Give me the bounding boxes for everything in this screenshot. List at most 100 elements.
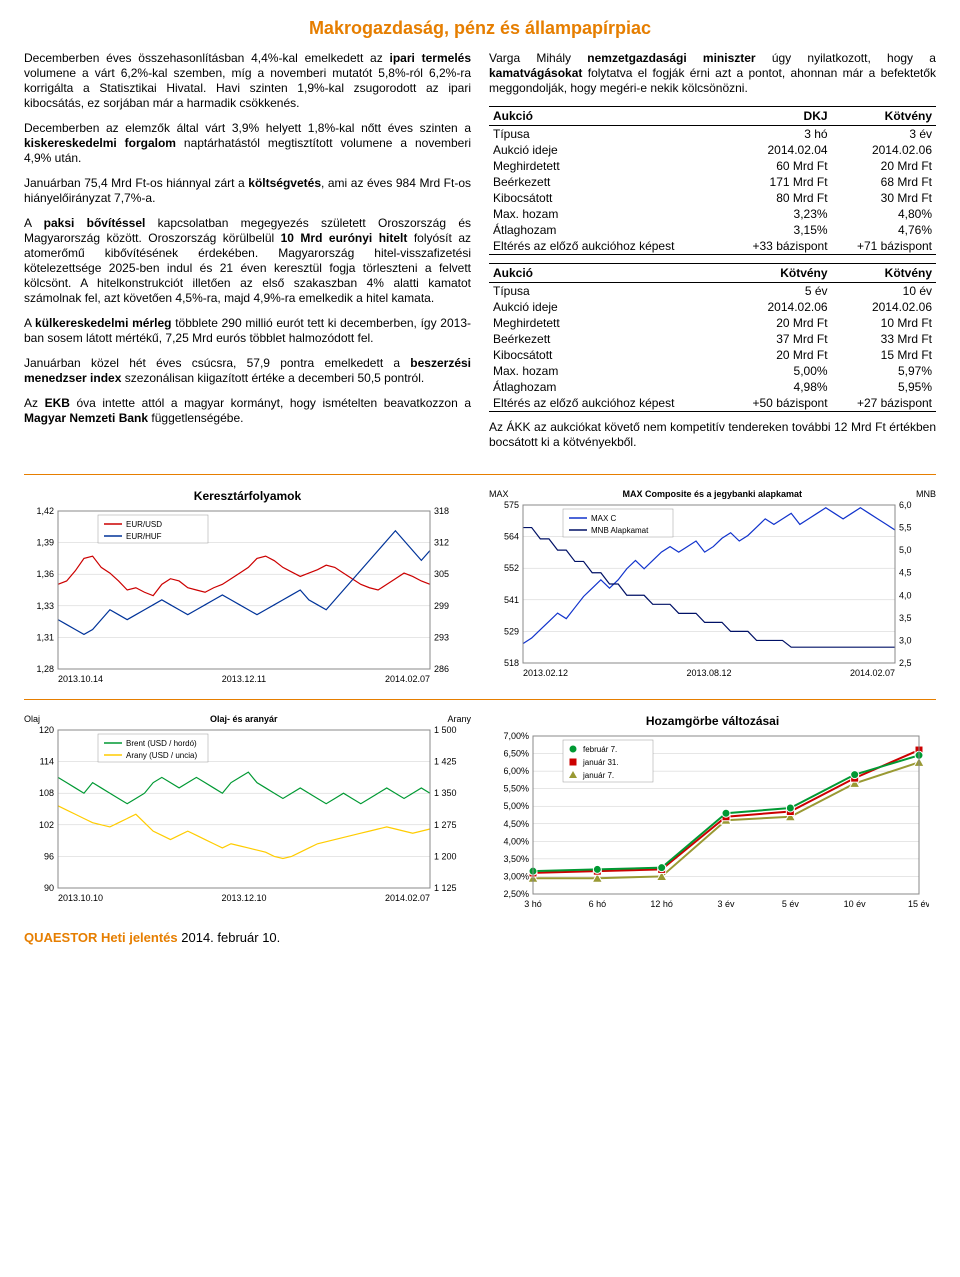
svg-text:114: 114 — [40, 757, 54, 767]
svg-text:1 200: 1 200 — [434, 851, 457, 861]
svg-text:541: 541 — [504, 595, 519, 605]
footer: QUAESTOR Heti jelentés 2014. február 10. — [24, 924, 936, 945]
svg-text:1,36: 1,36 — [36, 569, 54, 579]
svg-text:286: 286 — [434, 664, 449, 674]
divider-2 — [24, 699, 936, 700]
text-paragraph: Decemberben az elemzők által várt 3,9% h… — [24, 121, 471, 166]
svg-text:2013.10.10: 2013.10.10 — [58, 893, 103, 903]
svg-text:12 hó: 12 hó — [650, 899, 673, 909]
svg-text:3 év: 3 év — [717, 899, 735, 909]
svg-text:1 350: 1 350 — [434, 788, 457, 798]
svg-text:318: 318 — [434, 506, 449, 516]
svg-text:5,5: 5,5 — [899, 523, 912, 533]
text-paragraph: Januárban közel hét éves csúcsra, 57,9 p… — [24, 356, 471, 386]
svg-text:10 év: 10 év — [844, 899, 867, 909]
text-paragraph: Januárban 75,4 Mrd Ft-os hiánnyal zárt a… — [24, 176, 471, 206]
svg-text:1,39: 1,39 — [36, 538, 54, 548]
svg-text:MAX C: MAX C — [591, 514, 617, 523]
chart2-title: MAX Composite és a jegybanki alapkamat — [622, 489, 802, 499]
svg-text:1,33: 1,33 — [36, 601, 54, 611]
svg-text:Brent (USD / hordó): Brent (USD / hordó) — [126, 739, 197, 748]
chart3-left-label: Olaj — [24, 714, 40, 724]
svg-text:1 125: 1 125 — [434, 883, 457, 893]
svg-text:90: 90 — [44, 883, 54, 893]
chart-hozamgorbe: Hozamgörbe változásai 7,00% 6,50% 6,00% 5,5… — [489, 714, 936, 910]
chart4-svg: 7,00% 6,50% 6,00% 5,50% 5,00% 4,50% 4,00% 3,50%… — [489, 730, 929, 910]
svg-text:5,0: 5,0 — [899, 545, 912, 555]
svg-text:január 31.: január 31. — [582, 758, 619, 767]
svg-text:EUR/HUF: EUR/HUF — [126, 532, 162, 541]
svg-text:6,0: 6,0 — [899, 500, 912, 510]
text-paragraph: A külkereskedelmi mérleg többlete 290 mi… — [24, 316, 471, 346]
svg-text:2014.02.07: 2014.02.07 — [850, 668, 895, 678]
svg-text:1,42: 1,42 — [36, 506, 54, 516]
text-paragraph: Az EKB óva intette attól a magyar kormán… — [24, 396, 471, 426]
svg-text:MNB Alapkamat: MNB Alapkamat — [591, 526, 649, 535]
svg-text:2013.12.11: 2013.12.11 — [222, 674, 266, 684]
svg-text:2013.08.12: 2013.08.12 — [686, 668, 731, 678]
svg-text:2013.02.12: 2013.02.12 — [523, 668, 568, 678]
svg-text:5,00%: 5,00% — [503, 801, 529, 811]
svg-text:7,00%: 7,00% — [503, 731, 529, 741]
svg-text:552: 552 — [504, 563, 519, 573]
chart-olaj-arany: Olaj Olaj- és aranyár Arany 120 114 108 102 96… — [24, 714, 471, 910]
chart1-svg: 1,421,391,361,331,311,283183123052992932… — [24, 505, 464, 685]
svg-text:96: 96 — [44, 851, 54, 861]
text-columns: Decemberben éves összehasonlításban 4,4%… — [24, 51, 936, 460]
svg-text:312: 312 — [434, 538, 449, 548]
svg-text:február 7.: február 7. — [583, 745, 617, 754]
svg-text:2,5: 2,5 — [899, 658, 912, 668]
chart-maxcomposite: MAX MAX Composite és a jegybanki alapkama… — [489, 489, 936, 685]
chart2-right-label: MNB — [916, 489, 936, 499]
svg-text:293: 293 — [434, 632, 449, 642]
svg-text:január 7.: január 7. — [582, 771, 614, 780]
svg-text:575: 575 — [504, 500, 519, 510]
chart3-right-label: Arany — [447, 714, 471, 724]
auction-table-1: AukcióDKJKötvényTípusa3 hó3 évAukció ide… — [489, 106, 936, 255]
svg-text:529: 529 — [504, 626, 519, 636]
svg-text:5 év: 5 év — [782, 899, 800, 909]
svg-text:EUR/USD: EUR/USD — [126, 520, 162, 529]
svg-text:5,50%: 5,50% — [503, 784, 529, 794]
svg-text:120: 120 — [39, 725, 54, 735]
svg-text:305: 305 — [434, 569, 449, 579]
svg-text:3 hó: 3 hó — [524, 899, 542, 909]
svg-text:2014.02.07: 2014.02.07 — [385, 674, 430, 684]
svg-text:4,5: 4,5 — [899, 568, 912, 578]
svg-text:3,50%: 3,50% — [503, 854, 529, 864]
svg-text:1,31: 1,31 — [36, 632, 54, 642]
svg-text:1,28: 1,28 — [36, 664, 54, 674]
chart3-title: Olaj- és aranyár — [210, 714, 278, 724]
right-column: Varga Mihály nemzetgazdasági miniszter ú… — [489, 51, 936, 460]
svg-text:3,0: 3,0 — [899, 635, 912, 645]
svg-text:2013.12.10: 2013.12.10 — [221, 893, 266, 903]
footer-date: 2014. február 10. — [178, 930, 281, 945]
text-paragraph: Decemberben éves összehasonlításban 4,4%… — [24, 51, 471, 111]
svg-text:108: 108 — [39, 788, 54, 798]
svg-text:4,00%: 4,00% — [503, 836, 529, 846]
page-title: Makrogazdaság, pénz és állampapírpiac — [24, 18, 936, 39]
svg-text:518: 518 — [504, 658, 519, 668]
svg-text:2014.02.07: 2014.02.07 — [385, 893, 430, 903]
right-outro: Az ÁKK az aukciókat követő nem kompetití… — [489, 420, 936, 450]
svg-text:1 500: 1 500 — [434, 725, 457, 735]
svg-text:4,50%: 4,50% — [503, 819, 529, 829]
chart2-left-label: MAX — [489, 489, 509, 499]
svg-text:102: 102 — [39, 820, 54, 830]
left-column: Decemberben éves összehasonlításban 4,4%… — [24, 51, 471, 460]
svg-text:564: 564 — [504, 532, 519, 542]
svg-text:2,50%: 2,50% — [503, 889, 529, 899]
svg-text:6,00%: 6,00% — [503, 766, 529, 776]
chart1-title: Keresztárfolyamok — [24, 489, 471, 503]
text-paragraph: A paksi bővítéssel kapcsolatban megegyez… — [24, 216, 471, 306]
footer-brand: QUAESTOR Heti jelentés — [24, 930, 178, 945]
svg-text:1 275: 1 275 — [434, 820, 457, 830]
chart4-title: Hozamgörbe változásai — [489, 714, 936, 728]
chart-keresztarfolyamok: Keresztárfolyamok 1,42 1,39 1,36 1,33 1,31 1,… — [24, 489, 471, 685]
svg-text:6 hó: 6 hó — [589, 899, 607, 909]
svg-text:6,50%: 6,50% — [503, 749, 529, 759]
divider-1 — [24, 474, 936, 475]
svg-text:15 év: 15 év — [908, 899, 929, 909]
svg-text:1 425: 1 425 — [434, 757, 457, 767]
chart2-svg: 5755645525415295186,05,55,04,54,03,53,02… — [489, 499, 929, 679]
